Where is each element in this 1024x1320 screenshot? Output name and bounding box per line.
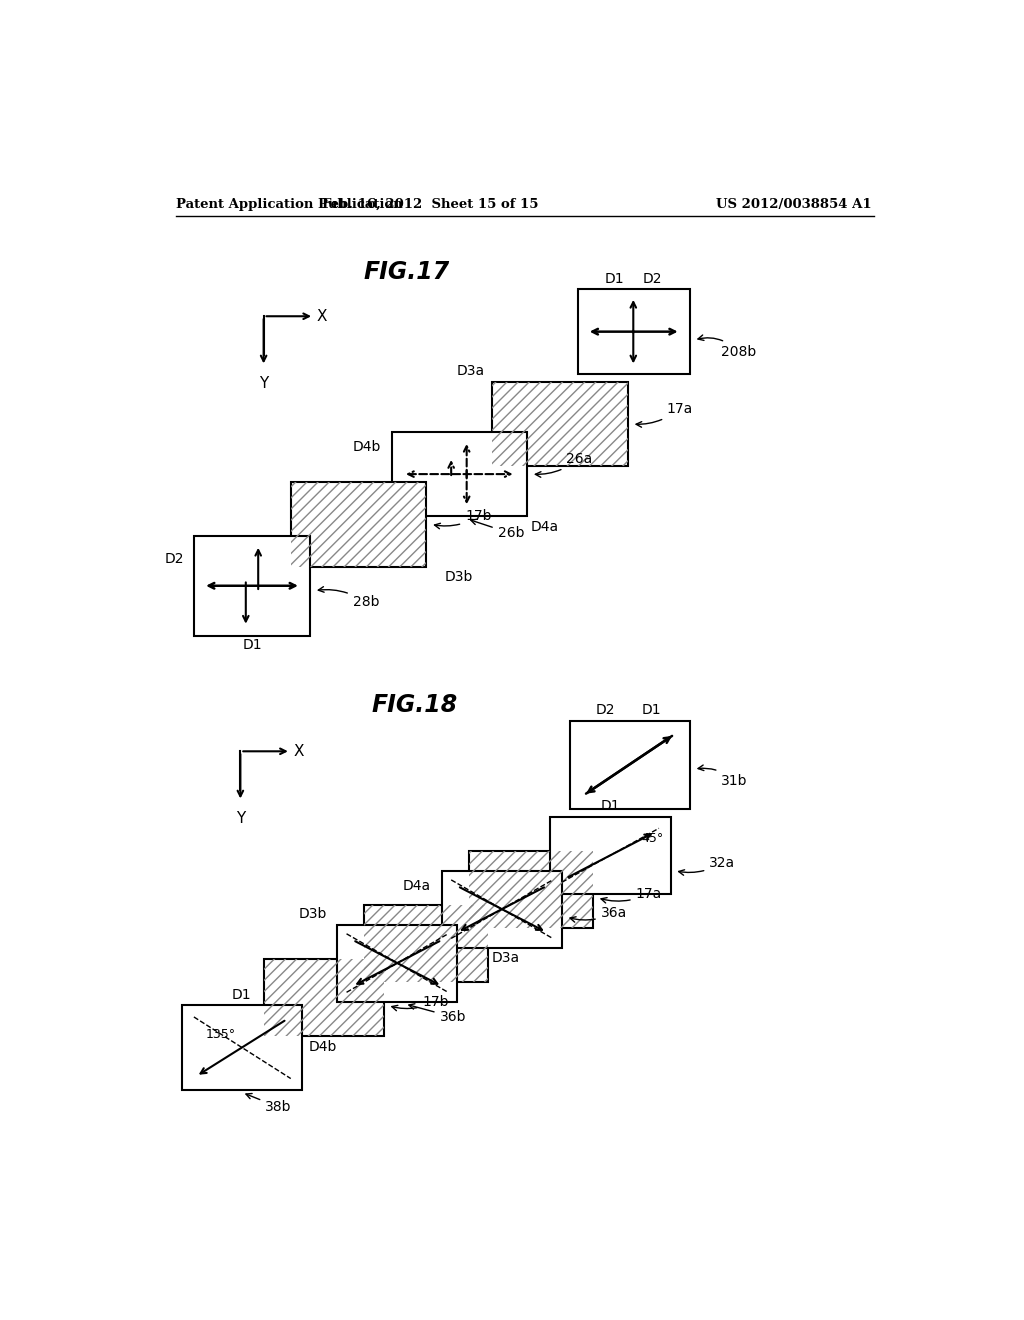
Bar (469, 851, 593, 928)
Text: 36b: 36b (409, 1003, 466, 1024)
Bar (550, 817, 671, 894)
Bar (493, 381, 628, 466)
Text: Patent Application Publication: Patent Application Publication (176, 198, 402, 211)
Bar (291, 482, 426, 566)
Text: Y: Y (259, 376, 268, 391)
Text: 28b: 28b (318, 586, 379, 610)
Bar (493, 381, 628, 466)
Bar (337, 924, 458, 1002)
Bar (442, 871, 562, 948)
Text: D3a: D3a (492, 952, 519, 965)
Text: D3b: D3b (298, 907, 327, 921)
Bar (291, 482, 426, 566)
Text: D4a: D4a (531, 520, 559, 535)
Text: D4b: D4b (352, 440, 381, 454)
Text: 208b: 208b (698, 335, 756, 359)
Text: 26a: 26a (536, 451, 592, 478)
Text: FIG.17: FIG.17 (364, 260, 451, 284)
Text: Y: Y (236, 812, 245, 826)
Bar (469, 851, 593, 928)
Bar (365, 906, 488, 982)
Bar (391, 432, 527, 516)
Text: D1: D1 (243, 638, 262, 652)
Text: D2: D2 (643, 272, 663, 285)
Bar (263, 960, 384, 1036)
Text: D4a: D4a (403, 879, 431, 894)
Text: X: X (316, 309, 327, 323)
Text: D2: D2 (596, 702, 615, 717)
Bar (365, 906, 488, 982)
Text: D4b: D4b (309, 1040, 338, 1053)
Bar (569, 721, 690, 809)
Text: 45°: 45° (641, 832, 664, 845)
Text: X: X (293, 743, 303, 759)
Bar (182, 1006, 302, 1090)
Text: US 2012/0038854 A1: US 2012/0038854 A1 (717, 198, 872, 211)
Text: 32a: 32a (679, 855, 735, 875)
Bar (578, 289, 690, 374)
Text: 135°: 135° (206, 1028, 236, 1041)
Text: FIG.18: FIG.18 (372, 693, 458, 717)
Text: D1: D1 (642, 702, 662, 717)
Text: D3a: D3a (457, 364, 484, 378)
Text: 31b: 31b (698, 766, 748, 788)
Bar (194, 536, 310, 636)
Text: D2: D2 (165, 552, 184, 566)
Text: D1: D1 (605, 272, 625, 285)
Text: 26b: 26b (471, 519, 524, 540)
Text: D3b: D3b (444, 570, 473, 585)
Text: 17b: 17b (392, 994, 449, 1011)
Text: 38b: 38b (246, 1093, 292, 1114)
Text: 36a: 36a (570, 906, 627, 923)
Bar (263, 960, 384, 1036)
Text: D1: D1 (600, 799, 620, 813)
Text: 17a: 17a (601, 887, 662, 903)
Text: D1: D1 (232, 987, 252, 1002)
Text: Feb. 16, 2012  Sheet 15 of 15: Feb. 16, 2012 Sheet 15 of 15 (322, 198, 539, 211)
Text: 17a: 17a (636, 401, 693, 428)
Text: 17b: 17b (434, 510, 492, 529)
